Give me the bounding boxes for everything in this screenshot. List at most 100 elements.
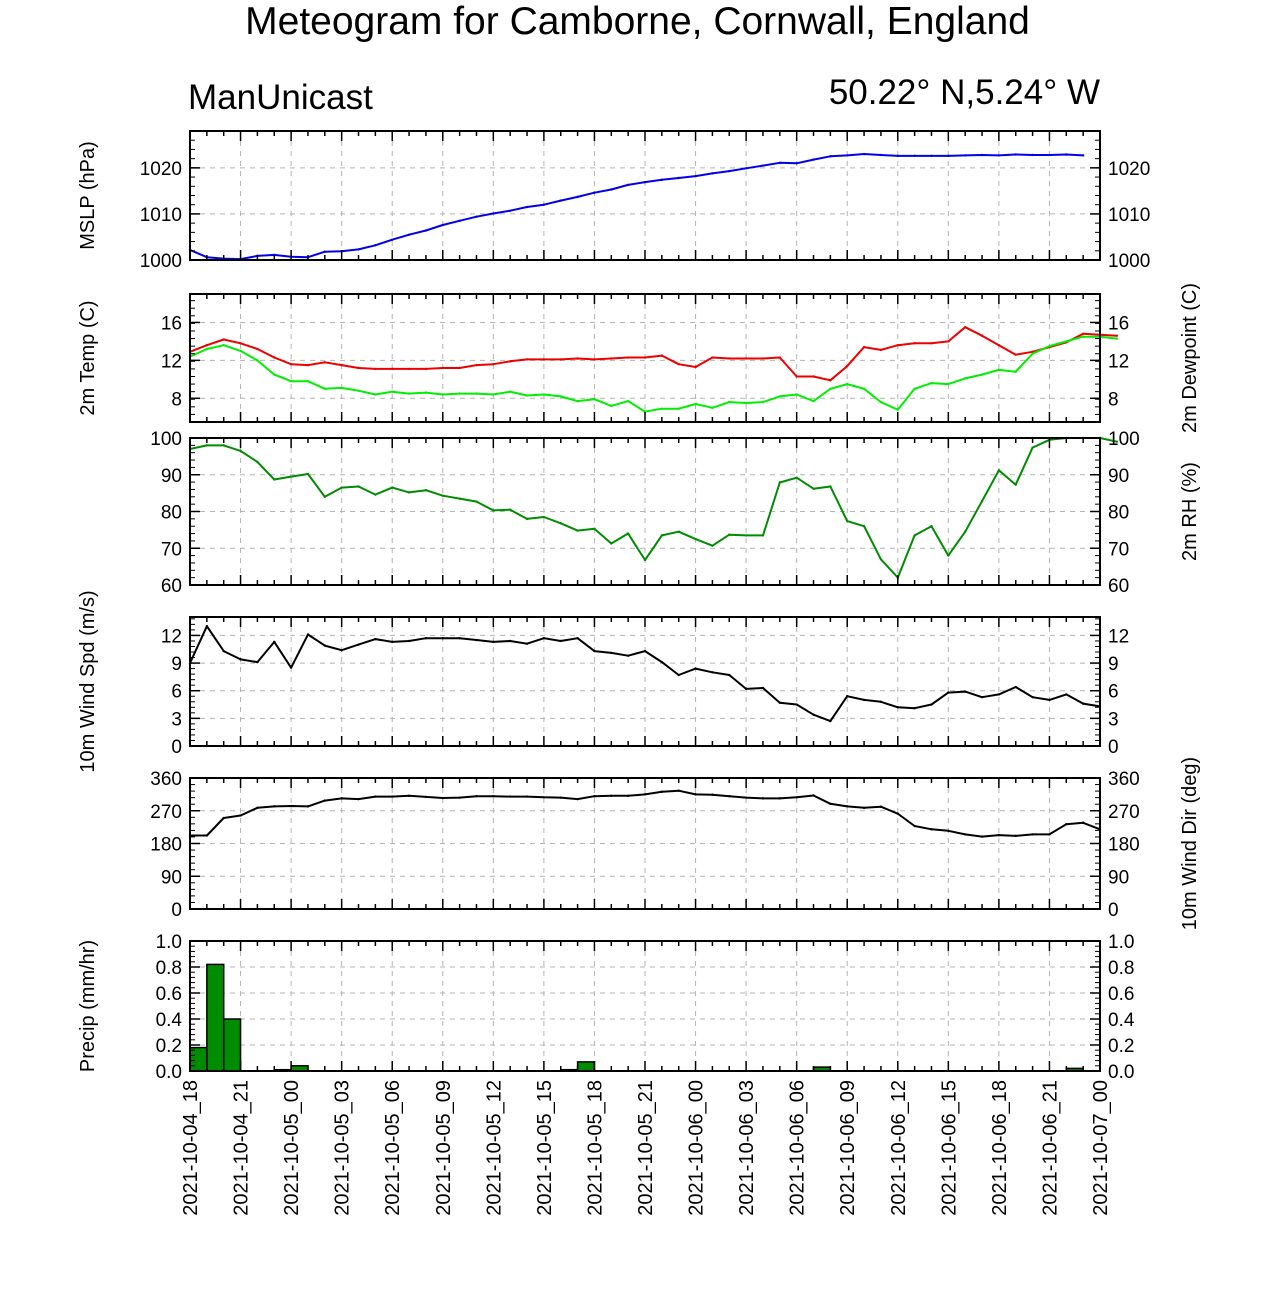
y-tick-label: 0.6 xyxy=(156,984,182,1005)
data-point xyxy=(559,395,562,398)
y-tick-label: 3 xyxy=(1108,709,1119,730)
data-point xyxy=(407,392,411,395)
data-point xyxy=(997,693,1001,696)
y-tick-label: 6 xyxy=(171,682,182,703)
y-tick-label: 6 xyxy=(1108,682,1119,703)
data-point xyxy=(222,649,225,653)
location-label: 50.22° N,5.24° W xyxy=(828,73,1100,112)
data-point xyxy=(323,387,327,391)
x-tick-label: 2021-10-05_09 xyxy=(433,1080,455,1216)
data-point xyxy=(1014,370,1017,373)
y-tick-label: 1010 xyxy=(140,205,182,226)
data-point xyxy=(407,639,411,643)
data-point xyxy=(374,637,377,641)
data-point xyxy=(340,386,343,390)
data-point xyxy=(357,366,360,370)
data-point xyxy=(829,802,832,806)
data-point xyxy=(593,794,596,798)
data-point xyxy=(711,356,714,359)
data-point xyxy=(407,491,411,494)
data-point xyxy=(256,347,259,351)
y-tick-label: 70 xyxy=(1108,539,1129,560)
y-tick-label: 9 xyxy=(171,654,182,675)
data-point xyxy=(694,365,697,369)
series-line-temp-1 xyxy=(189,335,1118,413)
data-point xyxy=(643,649,647,653)
data-point xyxy=(677,789,680,792)
data-point xyxy=(761,400,765,404)
data-point xyxy=(677,407,680,410)
data-point xyxy=(357,389,360,392)
data-point xyxy=(542,358,546,361)
data-point xyxy=(677,673,680,677)
y-axis-title-left: MSLP (hPa) xyxy=(77,141,99,250)
data-point xyxy=(525,642,529,645)
y-tick-label: 0.2 xyxy=(156,1036,182,1057)
y-tick-label: 9 xyxy=(1108,654,1119,675)
data-point xyxy=(1048,344,1051,348)
data-point xyxy=(1014,353,1017,356)
data-point xyxy=(660,790,664,794)
data-point xyxy=(610,404,613,408)
data-point xyxy=(660,534,664,537)
data-point xyxy=(374,393,377,396)
data-point xyxy=(829,485,832,488)
y-tick-label: 0.0 xyxy=(156,1062,182,1083)
data-point xyxy=(576,797,579,801)
data-point xyxy=(1031,446,1034,449)
data-point xyxy=(879,700,883,703)
data-point xyxy=(829,155,832,158)
data-point xyxy=(744,687,748,691)
data-point xyxy=(744,401,748,405)
data-point xyxy=(660,354,664,357)
y-tick-label: 100 xyxy=(1108,429,1140,450)
data-point xyxy=(492,640,495,644)
data-point xyxy=(761,534,765,537)
data-point xyxy=(778,701,782,704)
data-point xyxy=(744,534,748,537)
data-point xyxy=(711,544,714,547)
x-tick-label: 2021-10-05_18 xyxy=(584,1080,606,1216)
data-point xyxy=(677,530,680,533)
data-point xyxy=(947,340,950,343)
data-point xyxy=(1048,833,1051,836)
data-point xyxy=(407,794,411,798)
data-point xyxy=(475,794,478,798)
data-point xyxy=(846,364,849,368)
data-point xyxy=(728,673,731,677)
data-point xyxy=(222,344,225,347)
y-tick-label: 0.0 xyxy=(1108,1062,1134,1083)
data-point xyxy=(374,367,377,371)
data-point xyxy=(508,508,512,511)
data-point xyxy=(256,806,259,810)
data-point xyxy=(323,644,327,647)
data-point xyxy=(997,833,1001,837)
data-point xyxy=(424,367,428,371)
data-point xyxy=(980,835,984,838)
series-line-mslp-0 xyxy=(189,153,1084,261)
data-point xyxy=(441,393,444,396)
data-point xyxy=(846,805,849,808)
data-point xyxy=(458,219,461,223)
data-point xyxy=(525,358,529,361)
y-tick-label: 0 xyxy=(171,900,182,921)
x-tick-label: 2021-10-07_00 xyxy=(1090,1080,1112,1216)
data-point xyxy=(492,393,495,396)
data-point xyxy=(963,154,967,157)
data-point xyxy=(323,799,327,802)
data-point xyxy=(947,154,950,158)
data-point xyxy=(711,172,714,175)
data-point xyxy=(862,698,866,702)
data-point xyxy=(458,796,461,799)
data-point xyxy=(458,497,461,500)
data-point xyxy=(407,367,411,371)
data-point xyxy=(947,691,950,694)
data-point xyxy=(610,651,613,655)
data-point xyxy=(610,542,613,545)
data-point xyxy=(407,233,411,236)
data-point xyxy=(391,640,394,644)
data-point xyxy=(829,387,832,391)
data-point xyxy=(222,816,225,820)
data-point xyxy=(256,359,259,362)
data-point xyxy=(980,334,984,337)
